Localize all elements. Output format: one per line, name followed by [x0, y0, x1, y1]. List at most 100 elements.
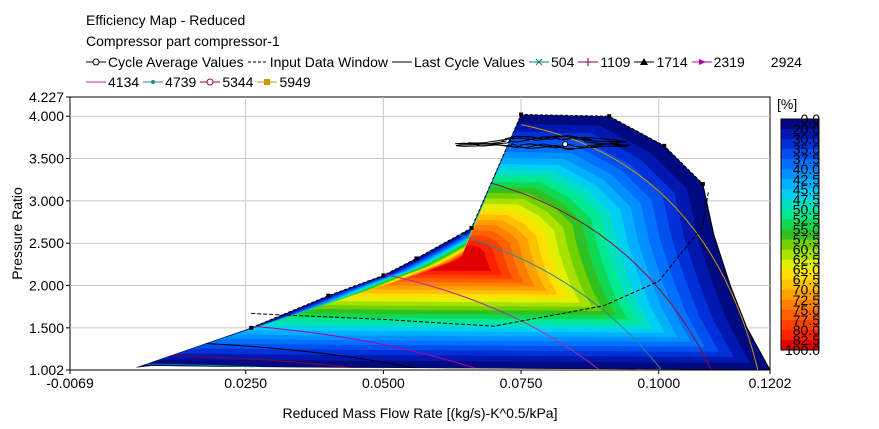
map-boundaries: [249, 112, 771, 371]
legend-label: 5949: [279, 74, 311, 90]
legend-swatch: [247, 61, 268, 63]
cycle-average-point: [562, 141, 569, 148]
colorbar-swatch: [781, 149, 819, 160]
colorbar-swatch: [781, 309, 819, 321]
colorbar-label: 65.0: [793, 262, 820, 278]
x-tick-label: 0.1202: [749, 375, 792, 391]
colorbar-swatch: [781, 249, 819, 261]
speed-line-5949: [520, 124, 759, 370]
legend-swatch: [257, 79, 278, 85]
colorbar-label: 37.5: [793, 151, 820, 167]
legend-swatch: [86, 81, 106, 83]
colorbar-swatch: [781, 169, 819, 180]
legend-label: 504: [551, 54, 575, 70]
y-tick-label: 3.000: [29, 193, 64, 209]
surge-point: [519, 112, 524, 117]
x-tick-label: 0.0500: [362, 375, 405, 391]
legend-item-504: 504: [529, 54, 574, 70]
legend-item-cycle-average-values: Cycle Average Values: [86, 54, 244, 70]
legend-item-5949: 5949: [257, 74, 311, 90]
x-tick-label: -0.0069: [46, 375, 94, 391]
legend-label: 2924: [770, 54, 802, 70]
legend-item-2924: 2924: [748, 54, 802, 70]
chart-subtitle: Compressor part compressor-1: [86, 33, 280, 49]
colorbar-swatch: [781, 269, 819, 281]
colorbar-label: 50.0: [793, 201, 820, 217]
legend-item-4739: 4739: [143, 74, 196, 90]
colorbar-label: 47.5: [793, 191, 820, 207]
x-tick-label: 0.0250: [224, 375, 267, 391]
legend-label: 4739: [165, 74, 197, 90]
colorbar-label: 100.0: [785, 342, 820, 358]
colorbar-label: 75.0: [793, 302, 820, 318]
legend-label: 5344: [222, 74, 254, 90]
choke-line: [702, 183, 771, 371]
colorbar: [%]0.020.030.035.037.540.042.545.047.550…: [777, 96, 820, 358]
x-axis-label: Reduced Mass Flow Rate [(kg/s)-K^0.5/kPa…: [282, 405, 557, 421]
colorbar-label: 60.0: [793, 242, 820, 258]
surge-point: [414, 256, 419, 261]
x-tick-label: 0.0750: [500, 375, 543, 391]
colorbar-swatch: [781, 229, 819, 241]
colorbar-swatch: [781, 319, 819, 331]
colorbar-swatch: [781, 199, 819, 210]
colorbar-label: 0.0: [801, 111, 821, 127]
legend-swatch: [634, 58, 655, 65]
surge-point: [469, 225, 474, 230]
colorbar-swatch: [781, 139, 819, 150]
legend-swatch: [143, 80, 164, 84]
legend-label: 1109: [600, 54, 631, 70]
colorbar-label: 67.5: [793, 272, 820, 288]
y-tick-label: 4.227: [29, 89, 64, 105]
efficiency-contours: [135, 114, 770, 370]
colorbar-label: 70.0: [793, 282, 820, 298]
last-cycle-loop: [455, 135, 631, 151]
colorbar-label: 57.5: [793, 232, 820, 248]
colorbar-label: 55.0: [793, 221, 820, 237]
legend-swatch: [691, 59, 712, 65]
colorbar-swatch: [781, 179, 819, 190]
legend-item-1714: 1714: [634, 54, 688, 70]
colorbar-swatch: [781, 299, 819, 311]
legend-swatch: [200, 78, 221, 86]
legend-item-2319: 2319: [691, 54, 745, 70]
colorbar-swatch: [781, 189, 819, 200]
colorbar-label: 42.5: [793, 171, 820, 187]
legend-item-last-cycle-values: Last Cycle Values: [391, 54, 525, 70]
x-tick-label: 0.1000: [637, 375, 680, 391]
y-tick-label: 2.000: [29, 278, 64, 294]
legend-swatch: [578, 58, 599, 66]
legend-label: 1714: [656, 54, 688, 70]
surge-point: [607, 114, 612, 119]
surge-point: [249, 325, 254, 330]
colorbar-frame: [780, 118, 820, 351]
legend-item-1109: 1109: [578, 54, 630, 70]
surge-point: [700, 181, 705, 186]
y-axis-label: Pressure Ratio: [9, 187, 25, 280]
legend-label: Cycle Average Values: [108, 54, 244, 70]
last-cycle-values: [455, 135, 631, 151]
legend-swatch: [391, 61, 412, 63]
surge-point: [662, 143, 667, 148]
colorbar-label: 30.0: [793, 131, 820, 147]
legend-swatch: [529, 58, 549, 66]
colorbar-label: 35.0: [793, 141, 820, 157]
chart-title: Efficiency Map - Reduced: [86, 12, 246, 28]
legend-row-1: Cycle Average Values Input Data Window Las…: [86, 54, 806, 70]
colorbar-swatch: [781, 239, 819, 251]
colorbar-label: 77.5: [793, 312, 820, 328]
colorbar-label: 20.0: [793, 121, 820, 137]
colorbar-swatch: [781, 259, 819, 271]
y-tick-label: 1.500: [29, 320, 64, 336]
colorbar-swatch: [781, 289, 819, 301]
surge-point: [326, 293, 331, 298]
legend-item-5344: 5344: [200, 74, 253, 90]
colorbar-swatch: [781, 339, 819, 351]
colorbar-swatch: [781, 119, 819, 130]
y-tick-label: 2.500: [29, 235, 64, 251]
surge-point: [381, 273, 386, 278]
y-tick-label: 4.000: [29, 108, 64, 124]
legend-swatch: [748, 61, 769, 63]
colorbar-label: 45.0: [793, 181, 820, 197]
